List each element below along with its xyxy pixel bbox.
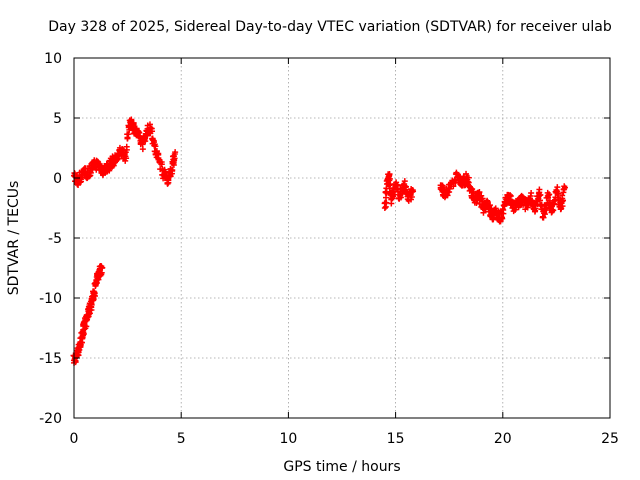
data-point-interp: [546, 191, 553, 198]
data-point-interp: [500, 210, 507, 217]
data-point-interp: [507, 192, 514, 199]
y-tick-label: -20: [39, 411, 62, 427]
x-tick-label: 25: [601, 431, 619, 447]
y-tick-label: 5: [53, 111, 62, 127]
data-point: [409, 187, 416, 193]
data-point-interp: [91, 290, 98, 297]
data-point-interp: [123, 155, 130, 162]
data-point-interp: [146, 121, 153, 128]
data-point-interp: [550, 207, 557, 214]
axis-ticks: 0 5 10 15 20 25 -20 -15 -10 -5 0 5 10: [39, 51, 619, 447]
data-point-interp: [79, 335, 86, 342]
data-point-interp: [383, 199, 390, 206]
y-tick-label: -10: [39, 291, 62, 307]
x-tick-label: 15: [387, 431, 405, 447]
data-point-interp: [499, 215, 506, 222]
data-point-interp: [171, 157, 178, 164]
y-axis-label: SDTVAR / TECUs: [6, 181, 22, 296]
data-point-interp: [507, 193, 514, 200]
y-tick-label: -5: [48, 231, 62, 247]
data-points: [70, 116, 568, 366]
grid-lines: [74, 58, 610, 418]
x-tick-label: 5: [177, 431, 186, 447]
x-tick-label: 0: [70, 431, 79, 447]
data-point-interp: [150, 137, 157, 144]
data-point-interp: [463, 170, 470, 177]
data-point-interp: [149, 128, 156, 135]
data-point-interp: [123, 146, 130, 153]
data-point-interp: [391, 191, 398, 198]
y-tick-label: 0: [53, 171, 62, 187]
data-point-interp: [83, 323, 90, 330]
data-point-interp: [473, 200, 480, 207]
data-point: [561, 184, 568, 191]
data-point-interp: [388, 200, 395, 207]
data-point-interp: [142, 138, 149, 145]
data-point-interp: [110, 162, 117, 169]
data-point-interp: [87, 169, 94, 176]
data-point-interp: [545, 194, 552, 201]
data-point-interp: [495, 208, 502, 215]
data-point-interp: [537, 191, 544, 198]
x-tick-label: 10: [279, 431, 297, 447]
y-tick-label: -15: [39, 351, 62, 367]
x-axis-label: GPS time / hours: [283, 459, 400, 475]
data-point-interp: [124, 134, 131, 141]
data-point-interp: [169, 168, 176, 175]
data-point-interp: [528, 190, 535, 197]
data-point: [171, 151, 178, 157]
data-point-interp: [560, 197, 567, 204]
y-tick-label: 10: [44, 51, 62, 67]
x-tick-label: 20: [494, 431, 512, 447]
data-point-interp: [387, 181, 394, 188]
data-point-interp: [383, 188, 390, 195]
data-point-interp: [476, 200, 483, 207]
data-point-interp: [559, 192, 566, 199]
chart-title: Day 328 of 2025, Sidereal Day-to-day VTE…: [48, 19, 612, 35]
data-point-interp: [165, 176, 172, 183]
data-point-interp: [532, 205, 539, 212]
data-point: [98, 265, 105, 271]
data-point-interp: [135, 129, 142, 136]
data-point-interp: [386, 175, 393, 182]
data-point-interp: [125, 131, 132, 138]
data-point-interp: [114, 155, 121, 162]
